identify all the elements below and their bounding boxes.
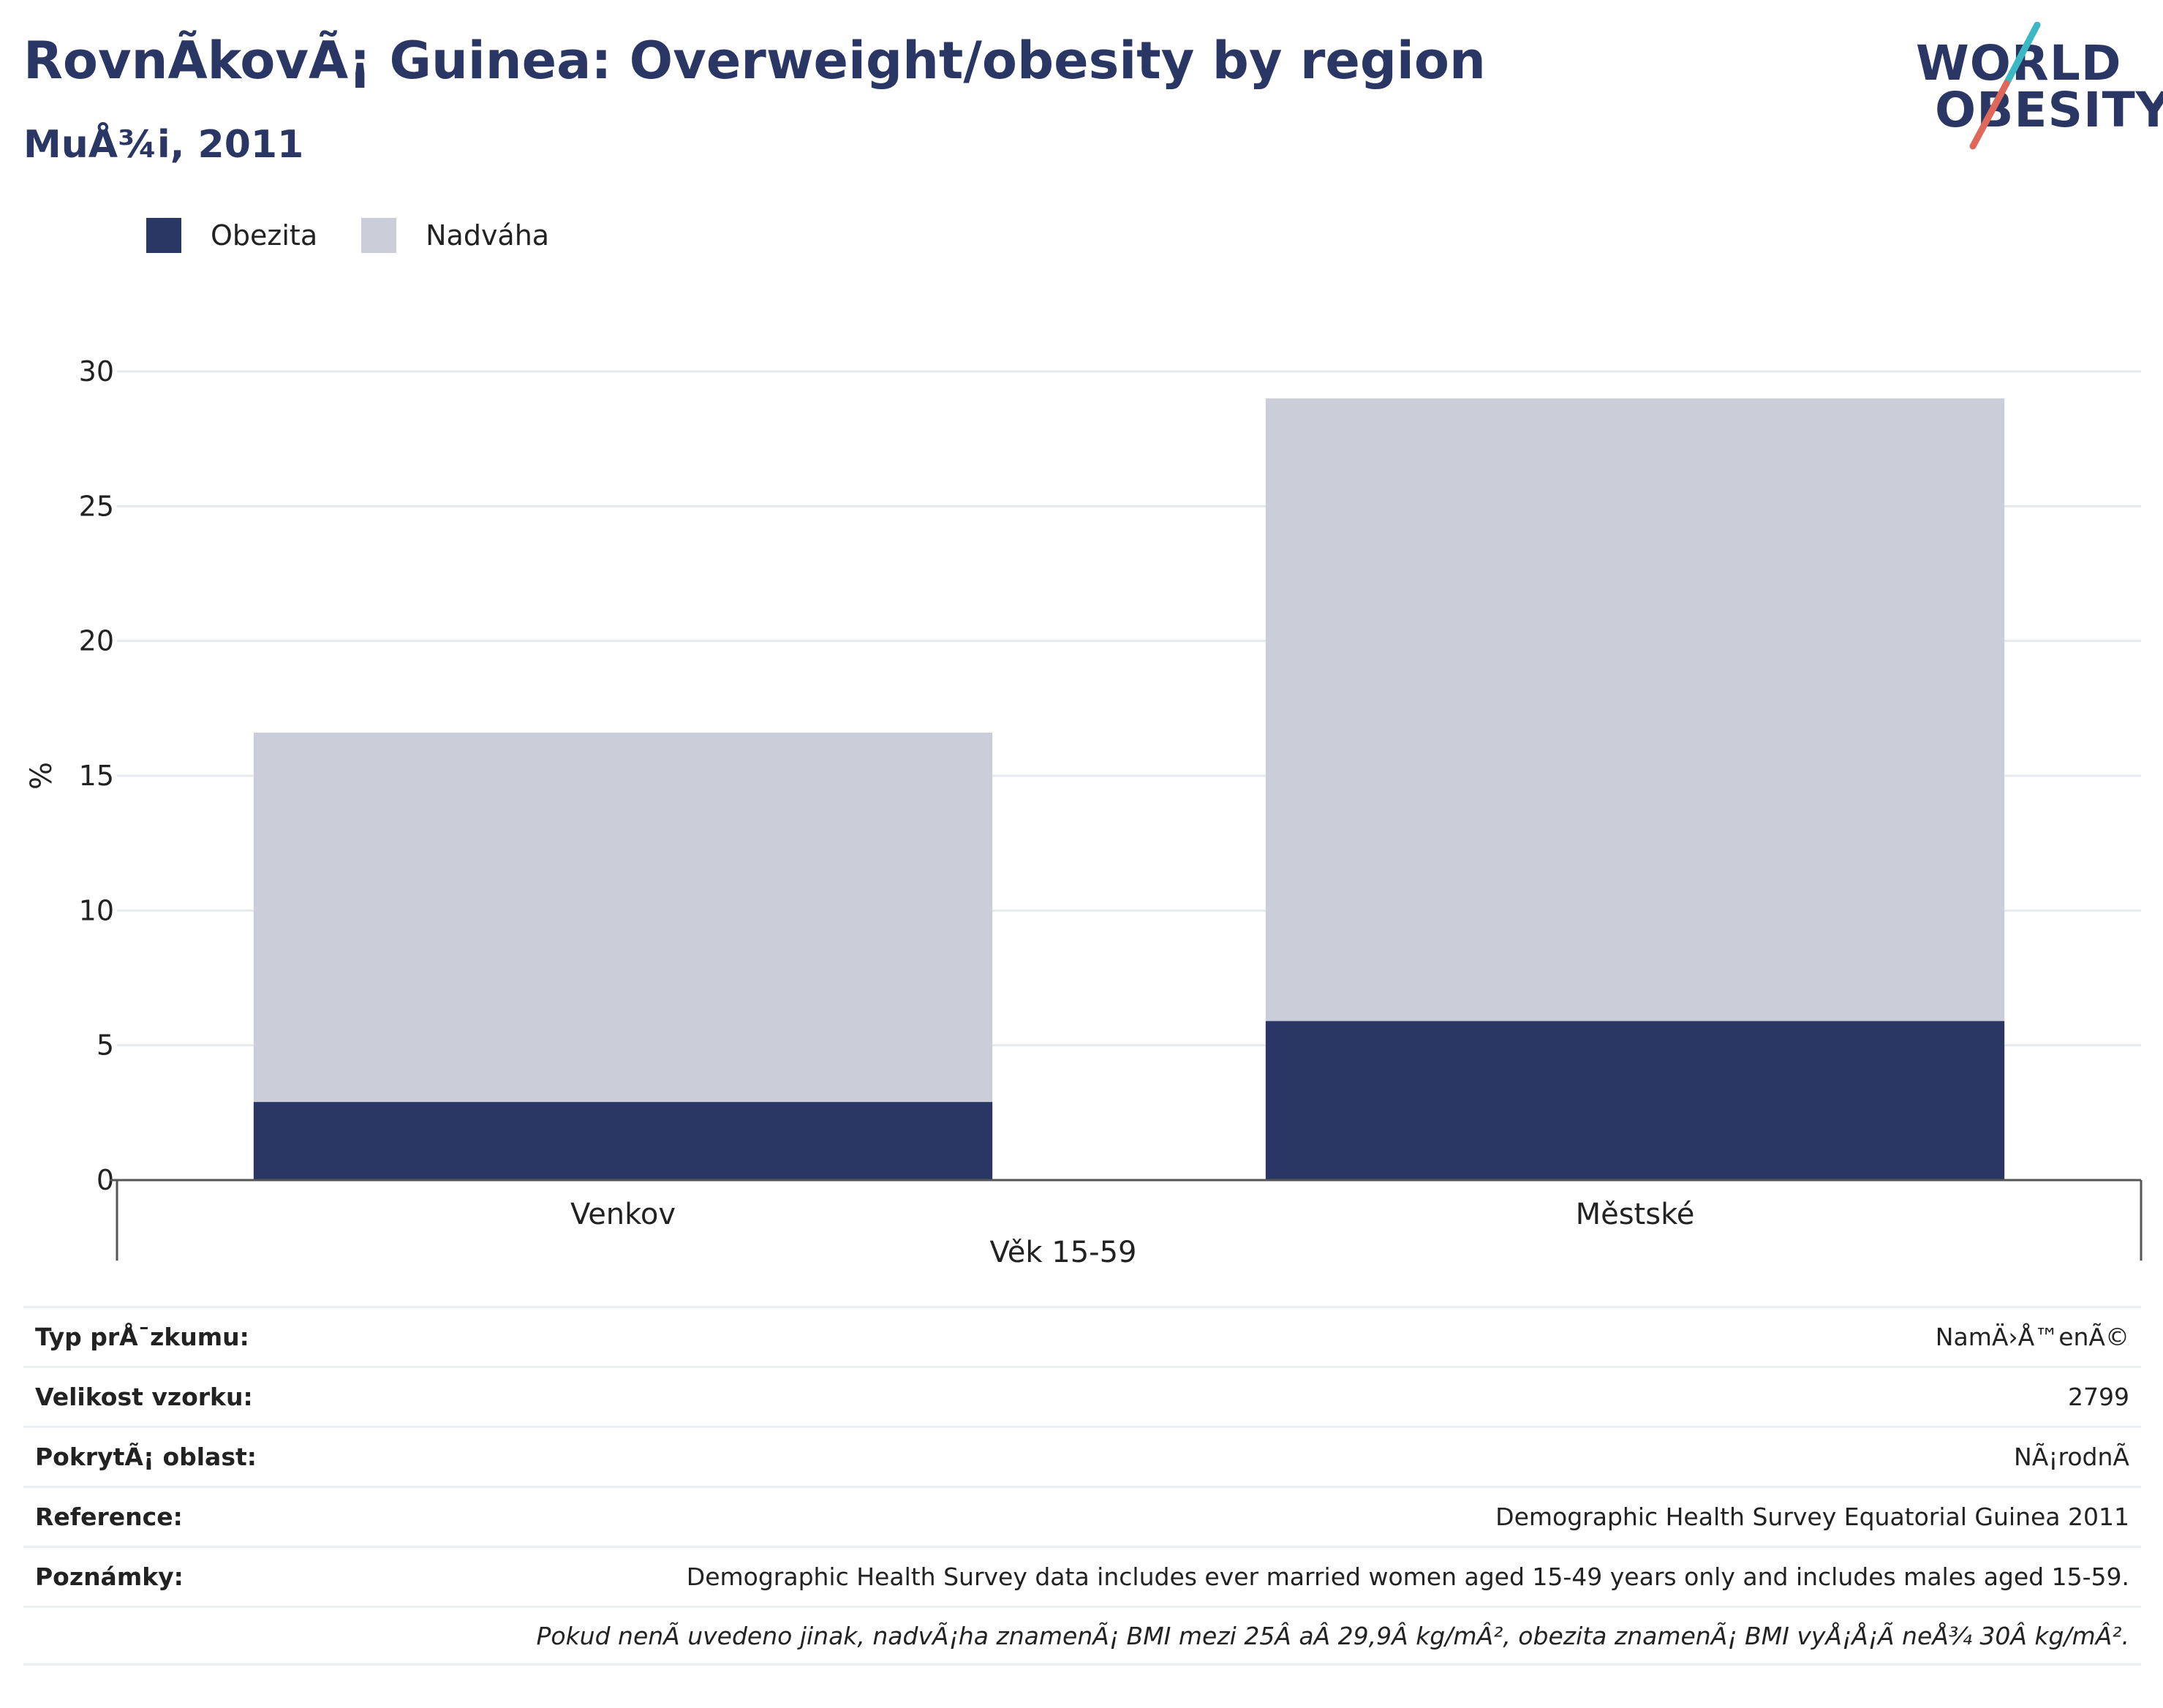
chart-subtitle: MuÅ¾i, 2011 bbox=[23, 123, 304, 167]
logo-slash-icon bbox=[1969, 22, 2041, 150]
meta-row-sample-size: Velikost vzorku: 2799 bbox=[23, 1366, 2141, 1426]
meta-row-notes: Poznámky: Demographic Health Survey data… bbox=[23, 1546, 2141, 1606]
y-tick-label: 20 bbox=[79, 625, 114, 657]
legend-swatch-overweight bbox=[361, 218, 397, 253]
meta-key: PokrytÃ¡ oblast: bbox=[35, 1443, 257, 1471]
logo-line-2: OBESITY bbox=[1935, 82, 2163, 138]
meta-key: Reference: bbox=[35, 1503, 183, 1531]
y-axis-title: % bbox=[25, 762, 58, 790]
legend-label-overweight: Nadváha bbox=[426, 219, 550, 252]
meta-value: Demographic Health Survey Equatorial Gui… bbox=[1495, 1503, 2129, 1531]
y-tick-label: 15 bbox=[79, 760, 114, 792]
meta-key: Velikost vzorku: bbox=[35, 1383, 253, 1411]
meta-key: Poznámky: bbox=[35, 1562, 184, 1591]
meta-value: NamÄ›Å™enÃ© bbox=[1935, 1323, 2129, 1351]
x-category-label: Městské bbox=[1576, 1198, 1695, 1231]
meta-row-survey-type: Typ prÅ¯zkumu: NamÄ›Å™enÃ© bbox=[23, 1306, 2141, 1366]
legend: Obezita Nadváha bbox=[146, 214, 593, 257]
y-tick-label: 5 bbox=[97, 1029, 114, 1062]
meta-value: Pokud nenÃ uvedeno jinak, nadvÃ¡ha zname… bbox=[536, 1621, 2129, 1650]
meta-value: NÃ¡rodnÃ bbox=[2014, 1443, 2129, 1471]
meta-row-coverage: PokrytÃ¡ oblast: NÃ¡rodnÃ bbox=[23, 1426, 2141, 1486]
metadata-table: Typ prÅ¯zkumu: NamÄ›Å™enÃ© Velikost vzor… bbox=[23, 1306, 2141, 1666]
y-tick-label: 25 bbox=[79, 490, 114, 522]
meta-row-definition: Pokud nenÃ uvedeno jinak, nadvÃ¡ha zname… bbox=[23, 1606, 2141, 1666]
meta-row-reference: Reference: Demographic Health Survey Equ… bbox=[23, 1486, 2141, 1546]
legend-item-overweight[interactable]: Nadváha bbox=[361, 218, 549, 253]
bar-obesity-1 bbox=[1265, 1021, 2005, 1180]
meta-key: Typ prÅ¯zkumu: bbox=[35, 1323, 249, 1351]
legend-swatch-obesity bbox=[146, 218, 181, 253]
meta-value: 2799 bbox=[2068, 1383, 2129, 1411]
x-axis-title: Věk 15-59 bbox=[990, 1236, 1137, 1269]
meta-value: Demographic Health Survey data includes … bbox=[686, 1562, 2129, 1591]
bar-obesity-0 bbox=[253, 1102, 993, 1180]
legend-label-obesity: Obezita bbox=[211, 219, 318, 252]
y-tick-label: 30 bbox=[79, 355, 114, 388]
legend-item-obesity[interactable]: Obezita bbox=[146, 218, 317, 253]
bar-overweight-0 bbox=[253, 733, 993, 1103]
x-category-label: Venkov bbox=[570, 1198, 676, 1231]
world-obesity-logo: WORLD OBESITY bbox=[1909, 22, 2163, 154]
chart-title: RovnÃkovÃ¡ Guinea: Overweight/obesity by… bbox=[23, 31, 1486, 91]
bar-overweight-1 bbox=[1265, 398, 2005, 1021]
y-tick-label: 10 bbox=[79, 894, 114, 926]
